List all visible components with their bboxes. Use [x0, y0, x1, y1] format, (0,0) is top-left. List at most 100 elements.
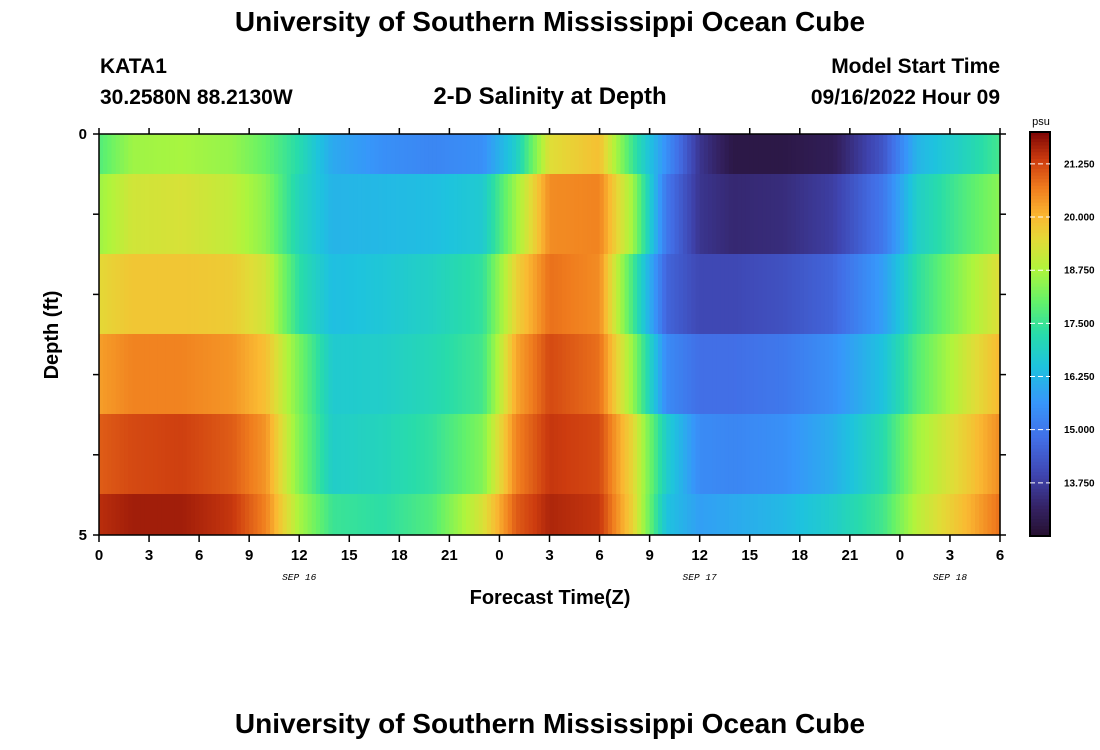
heatmap-cell: [303, 174, 309, 254]
heatmap-cell: [845, 174, 851, 254]
heatmap-cell: [357, 254, 363, 334]
heatmap-cell: [778, 174, 784, 254]
heatmap-cell: [428, 134, 434, 174]
heatmap-cell: [553, 174, 559, 254]
heatmap-cell: [261, 254, 267, 334]
heatmap-cell: [874, 254, 880, 334]
heatmap-cell: [211, 334, 217, 414]
chart-subtitle: 2-D Salinity at Depth: [433, 83, 667, 110]
heatmap-cell: [178, 494, 184, 535]
heatmap-cell: [403, 334, 409, 414]
heatmap-cell: [499, 254, 505, 334]
heatmap-cell: [641, 134, 647, 174]
heatmap-cell: [624, 494, 630, 535]
colorbar-segment: [1030, 192, 1050, 197]
heatmap-cell: [282, 494, 288, 535]
heatmap-cell: [386, 174, 392, 254]
heatmap-cell: [974, 254, 980, 334]
heatmap-cell: [482, 134, 488, 174]
heatmap-cell: [557, 134, 563, 174]
heatmap-cell: [616, 134, 622, 174]
heatmap-cell: [174, 254, 179, 334]
heatmap-cell: [591, 254, 596, 334]
heatmap-cell: [466, 414, 471, 494]
heatmap-cell: [745, 174, 751, 254]
heatmap-cell: [470, 174, 476, 254]
heatmap-cell: [378, 334, 384, 414]
heatmap-cell: [753, 334, 759, 414]
heatmap-cell: [920, 414, 926, 494]
heatmap-cell: [991, 414, 997, 494]
heatmap-cell: [453, 494, 459, 535]
heatmap-cell: [970, 254, 976, 334]
heatmap-cell: [324, 254, 330, 334]
heatmap-cell: [603, 494, 609, 535]
heatmap-cell: [912, 494, 918, 535]
heatmap-cell: [828, 134, 834, 174]
heatmap-cell: [758, 414, 763, 494]
heatmap-cell: [808, 254, 813, 334]
heatmap-cell: [478, 334, 484, 414]
heatmap-cell: [716, 134, 722, 174]
heatmap-cell: [728, 414, 734, 494]
heatmap-cell: [628, 174, 634, 254]
heatmap-cell: [808, 414, 813, 494]
heatmap-cell: [478, 134, 484, 174]
heatmap-cell: [428, 334, 434, 414]
heatmap-cell: [499, 414, 505, 494]
heatmap-cell: [820, 134, 826, 174]
heatmap-cell: [545, 254, 551, 334]
heatmap-cell: [290, 254, 296, 334]
heatmap-cell: [703, 174, 709, 254]
heatmap-cell: [762, 254, 768, 334]
heatmap-cell: [745, 134, 751, 174]
heatmap-cell: [954, 334, 959, 414]
heatmap-cell: [215, 414, 221, 494]
colorbar-segment: [1030, 428, 1050, 433]
heatmap-cell: [499, 494, 505, 535]
heatmap-cell: [983, 414, 989, 494]
colorbar-segment: [1030, 303, 1050, 308]
heatmap-cell: [812, 414, 818, 494]
heatmap-cell: [941, 494, 947, 535]
heatmap-cell: [407, 254, 413, 334]
heatmap-cell: [345, 414, 350, 494]
heatmap-cell: [119, 334, 125, 414]
heatmap-cell: [674, 254, 680, 334]
heatmap-cell: [445, 134, 450, 174]
heatmap-cell: [645, 134, 651, 174]
heatmap-cell: [612, 174, 617, 254]
heatmap-cell: [345, 494, 350, 535]
station-coordinates: 30.2580N 88.2130W: [100, 86, 293, 109]
heatmap-cell: [132, 134, 138, 174]
heatmap-cell: [553, 334, 559, 414]
heatmap-cell: [703, 334, 709, 414]
heatmap-cell: [912, 174, 918, 254]
heatmap-cell: [687, 174, 692, 254]
heatmap-cell: [616, 494, 622, 535]
heatmap-cell: [203, 134, 209, 174]
heatmap-cell: [966, 414, 972, 494]
heatmap-cell: [708, 334, 713, 414]
heatmap-cell: [499, 334, 505, 414]
heatmap-cell: [883, 174, 888, 254]
heatmap-cell: [165, 494, 171, 535]
heatmap-cell: [708, 414, 713, 494]
heatmap-cell: [574, 134, 580, 174]
heatmap-cell: [778, 254, 784, 334]
heatmap-cell: [503, 334, 509, 414]
heatmap-cell: [662, 494, 667, 535]
heatmap-cell: [741, 134, 747, 174]
heatmap-cell: [883, 334, 888, 414]
heatmap-cell: [320, 254, 325, 334]
heatmap-cell: [974, 414, 980, 494]
heatmap-cell: [674, 494, 680, 535]
heatmap-cell: [949, 174, 955, 254]
heatmap-cell: [190, 414, 196, 494]
heatmap-cell: [365, 494, 371, 535]
heatmap-cell: [566, 494, 571, 535]
heatmap-cell: [320, 414, 325, 494]
heatmap-cell: [791, 494, 797, 535]
heatmap-cell: [541, 414, 546, 494]
heatmap-cell: [503, 254, 509, 334]
